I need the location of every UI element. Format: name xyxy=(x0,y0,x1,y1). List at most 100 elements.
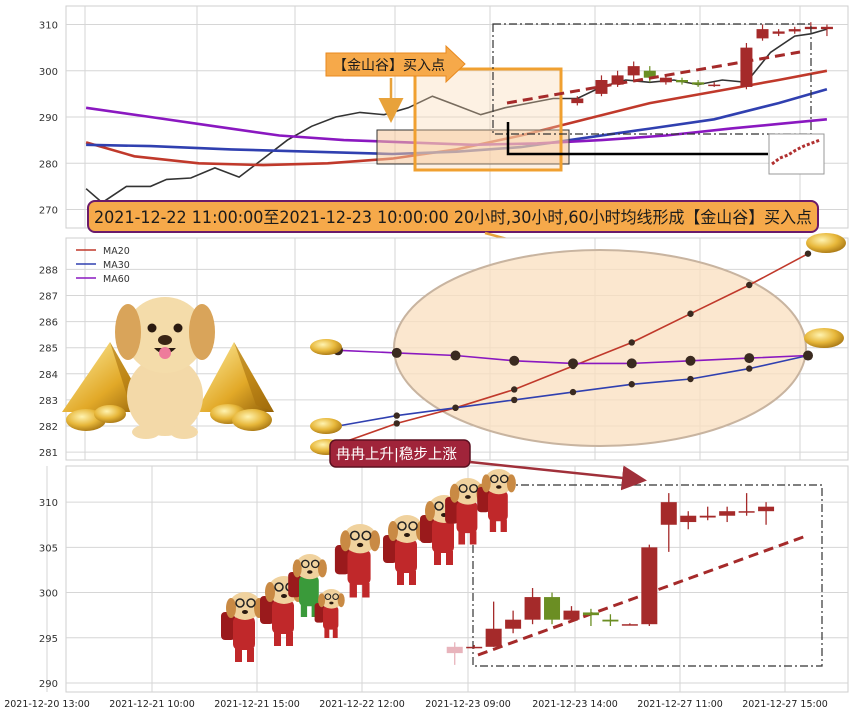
ma-panel: 281 282 283 284 285 286 287 288 MA20 MA30 MA60 xyxy=(39,233,849,461)
puppy-backpack xyxy=(314,603,325,623)
puppy-leg xyxy=(274,632,281,646)
ma-point-ma60 xyxy=(626,358,637,369)
ma-point-ma60 xyxy=(685,355,696,366)
ma-point-ma60 xyxy=(803,350,813,361)
overview-candle-body xyxy=(627,66,640,76)
ma-point-ma30 xyxy=(687,375,694,383)
puppy-backpack xyxy=(334,545,350,575)
puppy-leg xyxy=(409,571,416,585)
puppy-ear xyxy=(337,593,345,608)
puppy-body xyxy=(323,605,339,630)
puppy-leg xyxy=(332,628,338,638)
price-x-tick-label: 2021-12-27 15:00 xyxy=(742,699,828,710)
gold-ingot-icon xyxy=(806,233,846,253)
mini-chart-sparkline xyxy=(771,138,821,166)
price-y-tick-label: 295 xyxy=(39,634,58,645)
ma-point-ma30 xyxy=(569,388,577,396)
puppy-glasses xyxy=(301,559,310,569)
ma-point-ma60 xyxy=(744,353,755,364)
price-trend-line xyxy=(477,534,807,657)
puppy-body xyxy=(272,600,294,634)
backpack-puppy-icon xyxy=(314,589,345,638)
price-grid xyxy=(46,466,848,692)
puppy-glasses xyxy=(361,530,372,541)
ma-point-ma20 xyxy=(393,420,400,427)
gold-ingot-icon xyxy=(94,405,126,423)
overview-y-ticks: 270 280 290 300 310 xyxy=(39,21,58,217)
puppy-glasses xyxy=(469,483,479,493)
puppy-ear xyxy=(388,521,398,541)
main-callout-text: 2021-12-22 11:00:00至2021-12-23 10:00:00 … xyxy=(94,208,812,227)
walking-puppies xyxy=(221,469,516,662)
puppy-leg xyxy=(434,551,441,565)
ma-point-ma60 xyxy=(450,350,461,361)
puppy-body xyxy=(456,500,478,534)
puppy-backpack xyxy=(383,535,397,563)
puppy-backpack xyxy=(445,497,459,524)
backpack-puppy-icon xyxy=(334,524,381,598)
overview-candle-body xyxy=(820,26,833,30)
price-candle-body xyxy=(505,619,522,629)
gold-ingot-icon xyxy=(310,339,342,355)
ma-y-tick-label: 287 xyxy=(39,291,58,302)
puppy-glasses xyxy=(332,593,339,601)
puppy-ear xyxy=(481,474,491,493)
price-candle-body xyxy=(699,515,716,518)
puppy-nose xyxy=(242,610,248,614)
price-zoom-box xyxy=(472,484,823,667)
puppy-glasses xyxy=(434,501,444,511)
puppy-glasses xyxy=(235,598,245,608)
price-x-tick-label: 2021-12-21 15:00 xyxy=(214,699,300,710)
ma-point-ma20 xyxy=(511,386,518,393)
puppy-ear xyxy=(340,530,351,552)
puppy-nose xyxy=(404,533,410,537)
legend-ma60-label: MA60 xyxy=(103,274,130,285)
puppy-ear xyxy=(226,598,236,618)
ma-point-ma60 xyxy=(568,358,578,369)
puppy-backpack xyxy=(420,515,434,543)
overview-y-tick-label: 270 xyxy=(39,206,58,217)
puppy-leg xyxy=(469,531,477,545)
puppy-leg xyxy=(235,648,242,662)
overview-candles xyxy=(571,22,833,106)
golden-valley-highlight xyxy=(376,129,570,165)
puppy-backpack xyxy=(260,596,274,624)
puppy-nose xyxy=(496,485,502,489)
price-candle-body xyxy=(758,506,775,512)
trend-bubble-text: 冉冉上升|稳步上涨 xyxy=(336,446,457,463)
puppy-backpack xyxy=(477,487,490,513)
puppy-glasses xyxy=(499,474,509,484)
price-x-tick-label: 2021-12-20 13:00 xyxy=(4,699,90,710)
ma-point-ma30 xyxy=(746,365,753,372)
ma-point-ma30 xyxy=(628,381,635,388)
price-x-tick-label: 2021-12-22 12:00 xyxy=(319,699,405,710)
price-candle-body xyxy=(719,511,736,516)
puppy-backpack xyxy=(288,572,301,598)
ma-y-ticks: 281 282 283 284 285 286 287 288 xyxy=(39,265,58,459)
ma-point-ma30 xyxy=(393,412,400,419)
rally-zone-box xyxy=(492,23,812,135)
ma-point-ma20 xyxy=(628,339,635,346)
puppy-glasses xyxy=(324,593,332,601)
ma-point-ma60 xyxy=(509,355,520,366)
ma-point-ma60 xyxy=(391,347,402,358)
puppy-body xyxy=(488,490,508,522)
convergence-ellipse xyxy=(393,249,807,447)
overview-candle-body xyxy=(595,80,608,94)
backpack-puppy-icon xyxy=(383,515,426,585)
ma-point-ma30 xyxy=(511,396,518,404)
puppy-leg xyxy=(300,604,308,617)
price-candle-body xyxy=(524,597,541,620)
zoom-connector-line xyxy=(506,122,768,156)
overview-candle-body xyxy=(692,82,705,85)
ma-y-tick-label: 286 xyxy=(39,318,58,329)
overview-candle-body xyxy=(611,75,624,85)
overview-candle-body xyxy=(708,84,721,87)
buy-point-tag xyxy=(325,44,466,84)
puppy-ear xyxy=(449,483,460,503)
price-x-tick-label: 2021-12-23 14:00 xyxy=(532,699,618,710)
puppy-glasses xyxy=(246,598,256,608)
puppy-ear xyxy=(369,530,381,552)
